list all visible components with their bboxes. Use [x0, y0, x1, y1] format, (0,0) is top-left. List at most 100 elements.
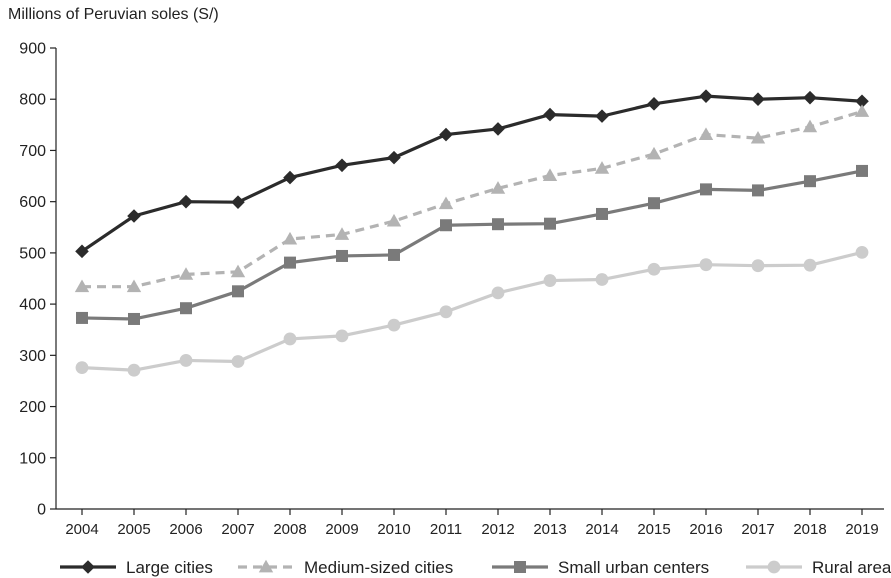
data-point-medium-sized-cities [594, 161, 610, 174]
legend-label: Medium-sized cities [304, 558, 453, 577]
legend-marker [81, 560, 95, 574]
data-point-large-cities [231, 195, 245, 209]
x-tick-label: 2019 [845, 521, 878, 538]
x-tick-label: 2006 [169, 521, 202, 538]
data-point-small-urban-centers [804, 175, 816, 188]
y-tick-label: 200 [19, 399, 46, 416]
y-tick-label: 100 [19, 450, 46, 467]
data-point-rural-areas [75, 361, 89, 375]
series-line-rural-areas [81, 250, 863, 372]
data-point-medium-sized-cities [698, 127, 714, 140]
x-tick-label: 2012 [481, 521, 514, 538]
legend-marker [514, 561, 526, 573]
data-point-small-urban-centers [128, 312, 140, 325]
x-tick-label: 2016 [689, 521, 722, 538]
data-point-medium-sized-cities [282, 231, 298, 245]
data-point-small-urban-centers [388, 248, 400, 261]
data-point-medium-sized-cities [386, 213, 402, 227]
legend-label: Small urban centers [558, 558, 709, 577]
data-point-small-urban-centers [284, 256, 296, 269]
data-point-rural-areas [855, 245, 869, 259]
series-line-medium-sized-cities [82, 109, 863, 289]
x-tick-label: 2011 [430, 521, 462, 538]
data-point-small-urban-centers [700, 183, 712, 196]
data-point-rural-areas [491, 286, 505, 300]
x-tick-label: 2015 [637, 521, 670, 538]
data-point-medium-sized-cities [750, 130, 766, 144]
data-point-small-urban-centers [440, 219, 452, 232]
series-line-large-cities [81, 94, 863, 253]
data-point-small-urban-centers [648, 197, 660, 210]
series-line-small-urban-centers [81, 169, 863, 321]
data-point-medium-sized-cities [230, 264, 246, 278]
data-point-rural-areas [387, 318, 401, 332]
x-tick-label: 2010 [377, 521, 410, 538]
data-point-medium-sized-cities [126, 279, 142, 293]
data-point-large-cities [595, 109, 609, 123]
y-tick-label: 600 [19, 194, 46, 211]
series-rural-areas [75, 245, 869, 377]
legend-item-large-cities: Large cities [60, 558, 213, 577]
data-point-rural-areas [179, 354, 193, 367]
x-tick-label: 2007 [221, 521, 254, 538]
data-point-small-urban-centers [232, 285, 244, 298]
data-point-medium-sized-cities [334, 227, 350, 240]
x-tick-label: 2008 [273, 521, 306, 538]
data-point-small-urban-centers [492, 218, 504, 231]
legend-marker [258, 559, 274, 573]
data-point-small-urban-centers [856, 164, 868, 177]
data-point-medium-sized-cities [646, 146, 662, 160]
x-tick-label: 2004 [65, 521, 98, 538]
data-point-medium-sized-cities [178, 267, 194, 280]
data-point-large-cities [283, 170, 297, 185]
data-point-large-cities [75, 244, 89, 259]
data-point-medium-sized-cities [74, 279, 90, 293]
data-point-large-cities [751, 92, 765, 107]
legend-item-small-urban-centers: Small urban centers [492, 558, 709, 577]
legend-item-medium-sized-cities: Medium-sized cities [238, 558, 453, 577]
data-point-rural-areas [335, 329, 349, 343]
data-point-rural-areas [803, 258, 817, 272]
series-large-cities [75, 89, 869, 259]
data-point-rural-areas [283, 332, 297, 346]
data-point-large-cities [855, 94, 869, 109]
x-tick-label: 2018 [793, 521, 826, 538]
data-point-medium-sized-cities [802, 119, 818, 133]
data-point-small-urban-centers [596, 207, 608, 220]
data-point-large-cities [439, 127, 453, 142]
y-tick-label: 800 [19, 92, 46, 109]
data-point-large-cities [699, 89, 713, 103]
legend-label: Rural areas [812, 558, 891, 577]
x-tick-label: 2005 [117, 521, 150, 538]
y-tick-label: 700 [19, 143, 46, 160]
data-point-small-urban-centers [76, 311, 88, 324]
data-point-large-cities [647, 97, 661, 111]
data-point-large-cities [127, 209, 141, 223]
data-point-medium-sized-cities [854, 104, 870, 117]
data-point-small-urban-centers [180, 302, 192, 315]
series-medium-sized-cities [74, 104, 870, 293]
y-axis-title: Millions of Peruvian soles (S/) [8, 6, 219, 23]
y-tick-label: 400 [19, 297, 46, 314]
legend-marker [767, 560, 781, 574]
data-point-small-urban-centers [544, 217, 556, 230]
y-tick-label: 900 [19, 41, 46, 58]
data-point-rural-areas [595, 273, 609, 286]
data-point-medium-sized-cities [490, 181, 506, 194]
legend-label: Large cities [126, 558, 213, 577]
data-point-rural-areas [231, 355, 245, 368]
y-tick-label: 500 [19, 245, 46, 262]
x-tick-label: 2009 [325, 521, 358, 538]
data-point-small-urban-centers [336, 249, 348, 262]
data-point-rural-areas [647, 262, 661, 276]
data-point-large-cities [387, 150, 401, 165]
data-point-rural-areas [699, 258, 713, 272]
data-point-large-cities [179, 194, 193, 209]
data-point-rural-areas [751, 259, 765, 273]
data-point-large-cities [491, 122, 505, 136]
data-point-rural-areas [543, 274, 557, 287]
x-tick-label: 2014 [585, 521, 618, 538]
y-tick-label: 0 [37, 502, 46, 519]
x-tick-label: 2017 [741, 521, 774, 538]
